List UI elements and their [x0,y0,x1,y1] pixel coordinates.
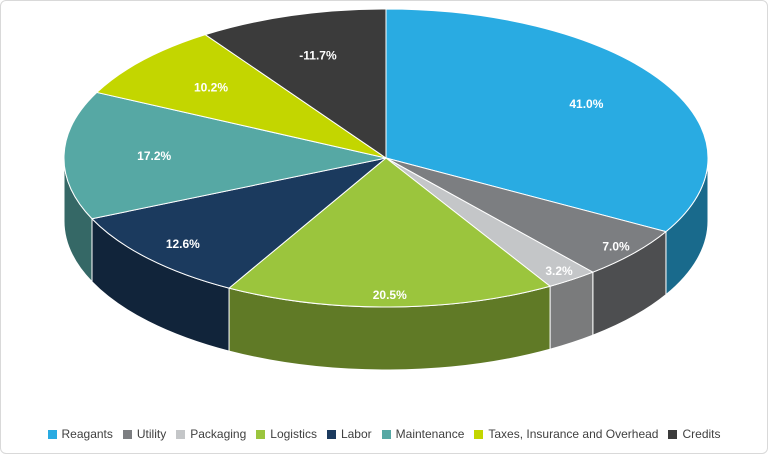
legend-item[interactable]: Logistics [256,427,317,441]
legend-label: Taxes, Insurance and Overhead [488,427,659,441]
pie-labels: 41.0% 7.0% 3.2% 20.5% 12.6% 17.2% 10.2% -11.7% [137,48,630,302]
slice-data-label: 41.0% [569,97,603,111]
chart-legend: Reagants Utility Packaging Logistics Labor Ma… [1,427,767,441]
pie-top [63,8,709,308]
legend-marker-icon [47,429,57,439]
pie-slice[interactable] [63,91,387,220]
legend-label: Logistics [270,427,317,441]
legend-marker-icon [381,429,391,439]
pie-slice[interactable] [228,157,551,308]
slice-data-label: 7.0% [602,240,630,254]
legend-item[interactable]: Credits [668,427,721,441]
slice-data-label: 3.2% [545,264,573,278]
pie-slice[interactable] [96,34,387,159]
legend-label: Reagants [61,427,113,441]
legend-label: Maintenance [395,427,465,441]
legend-marker-icon [668,429,678,439]
legend-label: Labor [340,427,372,441]
legend-label: Packaging [190,427,247,441]
slice-data-label: 20.5% [373,288,407,302]
legend-item[interactable]: Labor [326,427,372,441]
pie-slice[interactable] [385,8,709,233]
slice-data-label: 10.2% [194,81,228,95]
legend-label: Utility [136,427,167,441]
legend-label: Credits [682,427,721,441]
legend-item[interactable]: Utility [122,427,167,441]
slice-data-label: 12.6% [166,237,200,251]
pie-slice[interactable] [204,8,387,159]
legend-item[interactable]: Packaging [176,427,246,441]
legend-marker-icon [256,429,266,439]
legend-marker-icon [474,429,484,439]
pie-chart-svg: 41.0% 7.0% 3.2% 20.5% 12.6% 17.2% 10.2% -11.7% [63,8,709,371]
slice-data-label: -11.7% [299,48,337,62]
legend-marker-icon [176,429,186,439]
legend-marker-icon [122,429,132,439]
slice-data-label: 17.2% [137,149,171,163]
legend-item[interactable]: Taxes, Insurance and Overhead [474,427,658,441]
legend-marker-icon [326,429,336,439]
legend-item[interactable]: Maintenance [381,427,465,441]
pie-slice[interactable] [91,157,387,289]
legend-item[interactable]: Reagants [47,427,113,441]
